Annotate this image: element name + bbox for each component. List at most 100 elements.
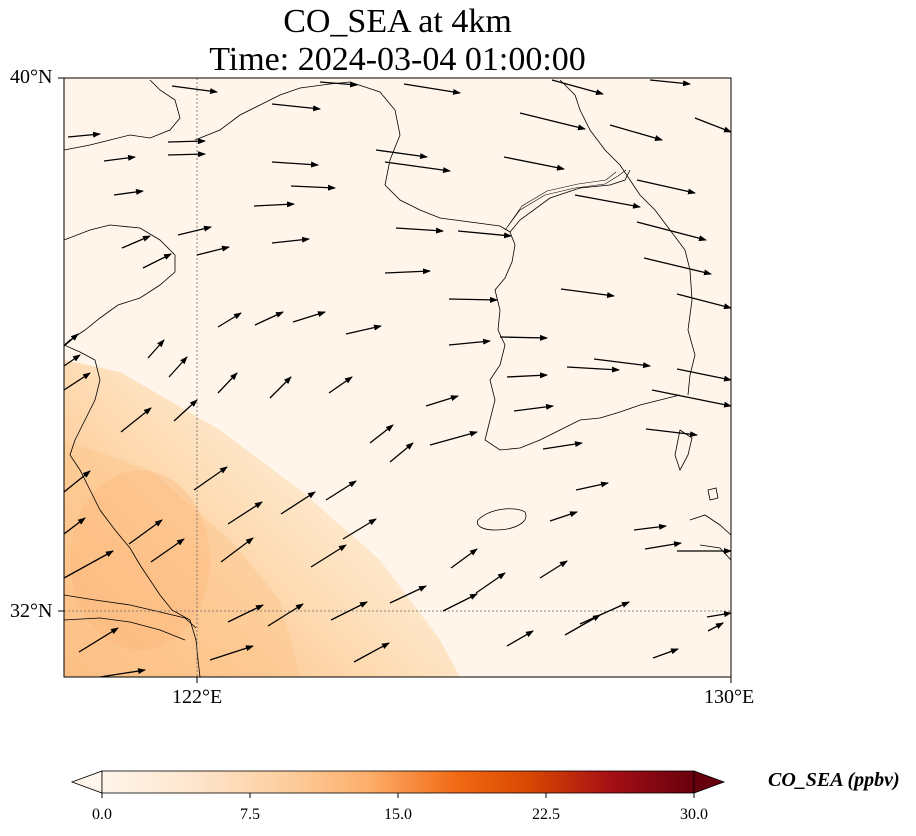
- wind-arrow: [64, 470, 91, 493]
- wind-arrow: [325, 480, 357, 501]
- wind-arrow: [227, 604, 264, 623]
- wind-arrow: [503, 156, 565, 171]
- wind-arrow: [384, 161, 451, 174]
- wind-arrow: [369, 424, 394, 444]
- colorbar-tick-1: 7.5: [240, 806, 260, 823]
- wind-arrow: [128, 519, 163, 545]
- wind-arrow: [147, 339, 165, 359]
- colorbar: [70, 770, 726, 798]
- wind-arrow: [78, 627, 119, 653]
- wind-arrow: [271, 161, 319, 168]
- wind-arrow: [196, 245, 230, 256]
- map-title-line2: Time: 2024-03-04 01:00:00: [209, 41, 586, 78]
- wind-arrow: [652, 648, 679, 659]
- wind-arrow: [575, 481, 609, 491]
- wind-arrow: [506, 630, 534, 647]
- wind-arrow: [64, 333, 79, 347]
- wind-arrow: [651, 389, 731, 408]
- wind-arrow: [403, 83, 461, 95]
- wind-arrow: [645, 428, 698, 438]
- wind-arrow: [290, 184, 336, 191]
- wind-arrow: [519, 112, 586, 131]
- colorbar-label: CO_SEA (ppbv): [768, 769, 900, 791]
- wind-arrow: [609, 124, 663, 141]
- wind-arrow: [649, 79, 691, 87]
- wind-arrow: [227, 501, 263, 525]
- wind-vectors: [64, 79, 731, 677]
- wind-arrow: [103, 154, 136, 162]
- coastlines: [64, 79, 731, 677]
- wind-arrow: [513, 403, 554, 412]
- wind-arrow: [499, 334, 548, 341]
- colorbar-extend-left: [70, 770, 103, 794]
- wind-arrow: [694, 117, 731, 133]
- wind-arrow: [574, 194, 641, 209]
- wind-arrow: [167, 151, 206, 158]
- wind-arrow: [506, 372, 548, 379]
- wind-arrow: [64, 372, 91, 391]
- wind-arrow: [220, 537, 254, 563]
- wind-arrow: [342, 518, 377, 540]
- wind-arrow: [254, 311, 284, 326]
- colorbar-tick-0: 0.0: [92, 806, 112, 823]
- wind-arrow: [475, 572, 506, 594]
- wind-arrow: [271, 236, 310, 244]
- wind-arrow: [121, 235, 151, 249]
- wind-arrow: [67, 131, 101, 138]
- wind-arrow: [395, 227, 444, 234]
- wind-arrow: [271, 103, 321, 112]
- wind-arrow: [142, 253, 172, 269]
- wind-arrow: [643, 257, 712, 276]
- wind-arrow: [330, 601, 368, 621]
- wind-arrow: [633, 523, 667, 531]
- colorbar-tick-4: 30.0: [680, 806, 708, 823]
- colorbar-extend-right: [693, 770, 726, 794]
- wind-arrow: [425, 395, 459, 407]
- wind-arrow: [353, 642, 390, 663]
- concentration-field: [64, 78, 731, 677]
- wind-arrow: [676, 293, 731, 310]
- colorbar-gradient: [101, 770, 695, 794]
- wind-arrow: [113, 188, 144, 196]
- colorbar-tick-3: 22.5: [532, 806, 560, 823]
- map-frame: [63, 77, 732, 678]
- wind-arrow: [542, 441, 583, 450]
- wind-arrow: [193, 466, 228, 491]
- wind-arrow: [389, 585, 427, 604]
- wind-arrow: [253, 201, 295, 208]
- wind-arrow: [636, 179, 696, 195]
- colorbar-tick-2: 15.0: [384, 806, 412, 823]
- lat-label-40n: 40°N: [10, 66, 53, 88]
- wind-arrow: [389, 442, 414, 463]
- wind-arrow: [209, 645, 254, 661]
- wind-arrow: [280, 491, 316, 515]
- wind-arrow: [64, 550, 114, 579]
- wind-arrow: [442, 593, 478, 612]
- wind-arrow: [267, 603, 304, 627]
- wind-arrow: [99, 668, 146, 677]
- axis-ticks: [58, 77, 732, 683]
- wind-arrow: [549, 511, 578, 522]
- wind-arrow: [707, 622, 724, 632]
- wind-arrow: [150, 538, 185, 563]
- gridlines: [64, 78, 731, 677]
- wind-arrow: [120, 407, 152, 433]
- wind-arrow: [168, 356, 188, 378]
- wind-arrow: [319, 81, 358, 88]
- lat-label-32n: 32°N: [10, 600, 53, 622]
- wind-arrow: [167, 138, 206, 145]
- wind-arrow: [292, 311, 326, 323]
- wind-arrow: [448, 338, 491, 346]
- wind-arrow: [593, 358, 651, 369]
- map-title-line1: CO_SEA at 4km: [283, 3, 512, 40]
- wind-arrow: [566, 366, 620, 373]
- wind-arrow: [706, 611, 731, 618]
- wind-arrow: [384, 268, 431, 275]
- wind-arrow: [450, 548, 478, 569]
- lon-label-122e: 122°E: [172, 686, 223, 708]
- wind-arrow: [375, 149, 428, 160]
- lon-label-130e: 130°E: [704, 686, 755, 708]
- wind-arrow: [560, 288, 615, 299]
- wind-arrow: [551, 79, 604, 96]
